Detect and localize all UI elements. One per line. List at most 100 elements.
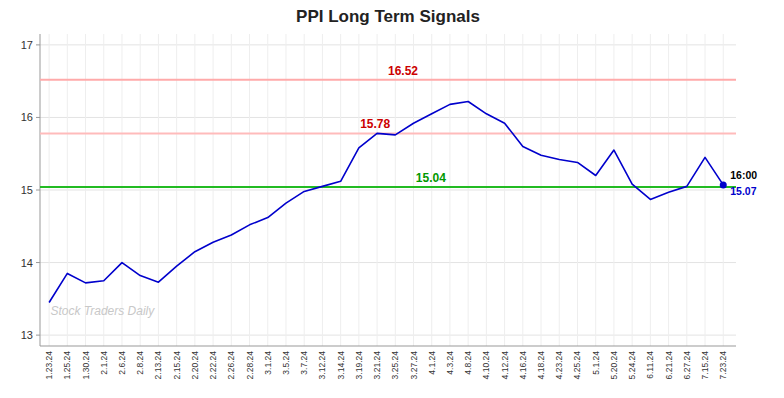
last-point — [720, 181, 727, 188]
x-tick-label: 4.12.24 — [500, 351, 510, 380]
x-tick-label: 2.13.24 — [153, 351, 163, 380]
y-tick-label: 14 — [21, 257, 33, 269]
x-tick-label: 3.21.24 — [372, 351, 382, 380]
grid-line-x — [67, 34, 68, 346]
grid-line-x — [158, 34, 159, 346]
grid-line-x — [468, 34, 469, 346]
x-tick-label: 4.16.24 — [518, 351, 528, 380]
grid-line-x — [140, 34, 141, 346]
grid-line-x — [358, 34, 359, 346]
signal-line — [40, 186, 736, 188]
x-tick-label: 4.1.24 — [427, 351, 437, 375]
grid-line-x — [522, 34, 523, 346]
y-tick-label: 16 — [21, 111, 33, 123]
x-tick-label: 3.25.24 — [390, 351, 400, 380]
chart: 13141516171.23.241.25.241.30.242.1.242.6… — [0, 0, 784, 398]
x-tick-label: 5.1.24 — [591, 351, 601, 375]
grid-line-x — [304, 34, 305, 346]
grid-line-x — [340, 34, 341, 346]
grid-line-y — [40, 262, 736, 263]
grid-line-x — [194, 34, 195, 346]
x-tick-label: 2.28.24 — [245, 351, 255, 380]
y-tick — [36, 335, 40, 336]
watermark: Stock Traders Daily — [50, 304, 155, 318]
x-tick-label: 7.23.24 — [718, 351, 728, 380]
grid-line-x — [431, 34, 432, 346]
x-tick-label: 2.1.24 — [99, 351, 109, 375]
x-tick-label: 6.11.24 — [645, 351, 655, 379]
x-tick-label: 2.8.24 — [135, 351, 145, 375]
grid-line-x — [231, 34, 232, 346]
grid-line-x — [249, 34, 250, 346]
grid-line-x — [395, 34, 396, 346]
x-tick-label: 1.30.24 — [81, 351, 91, 380]
x-tick-label: 7.15.24 — [700, 351, 710, 380]
grid-line-x — [705, 34, 706, 346]
price-line — [49, 101, 723, 302]
y-tick — [36, 117, 40, 118]
plot-area — [40, 80, 736, 303]
x-tick-label: 2.6.24 — [117, 351, 127, 375]
x-tick-label: 1.23.24 — [44, 351, 54, 380]
x-tick-label: 3.5.24 — [281, 351, 291, 375]
grid-line-x — [285, 34, 286, 346]
x-tick-label: 4.8.24 — [463, 351, 473, 375]
x-tick-label: 3.14.24 — [336, 351, 346, 380]
grid-line-x — [213, 34, 214, 346]
grid-line-x — [686, 34, 687, 346]
grid-line-x — [613, 34, 614, 346]
x-tick-label: 5.24.24 — [627, 351, 637, 380]
grid-line-x — [577, 34, 578, 346]
x-tick-label: 6.21.24 — [664, 351, 674, 380]
grid-line-x — [723, 34, 724, 346]
last-value-label: 15.07 — [730, 185, 756, 197]
x-axis — [40, 346, 736, 347]
title: PPI Long Term Signals — [296, 7, 480, 26]
signal-label: 15.78 — [360, 117, 390, 131]
grid-line-x — [486, 34, 487, 346]
grid-line-x — [176, 34, 177, 346]
x-tick-label: 3.7.24 — [299, 351, 309, 375]
x-tick-label: 5.20.24 — [609, 351, 619, 380]
x-tick-label: 6.27.24 — [682, 351, 692, 380]
x-tick-label: 3.1.24 — [263, 351, 273, 375]
x-tick-label: 1.25.24 — [62, 351, 72, 380]
y-tick — [36, 44, 40, 45]
y-tick-label: 15 — [21, 184, 33, 196]
x-tick-label: 4.25.24 — [572, 351, 582, 380]
x-tick-label: 2.26.24 — [226, 351, 236, 380]
grid-line-y — [40, 335, 736, 336]
grid-line-x — [121, 34, 122, 346]
grid-line-x — [267, 34, 268, 346]
grid-line-x — [541, 34, 542, 346]
x-tick-label: 4.18.24 — [536, 351, 546, 380]
y-tick — [36, 190, 40, 191]
grid-line-x — [377, 34, 378, 346]
signal-line — [40, 79, 736, 81]
grid-line-x — [322, 34, 323, 346]
grid-line-x — [668, 34, 669, 346]
grid-line-x — [49, 34, 50, 346]
grid-line-x — [103, 34, 104, 346]
grid-line-x — [559, 34, 560, 346]
x-tick-label: 3.27.24 — [409, 351, 419, 380]
grid-line-x — [449, 34, 450, 346]
x-tick-label: 2.22.24 — [208, 351, 218, 380]
grid-line-y — [40, 190, 736, 191]
grid-line-x — [504, 34, 505, 346]
grid-line-x — [595, 34, 596, 346]
signal-label: 15.04 — [416, 171, 446, 185]
signal-label: 16.52 — [388, 64, 418, 78]
x-tick-label: 3.19.24 — [354, 351, 364, 380]
x-tick-label: 3.12.24 — [317, 351, 327, 380]
grid-line-x — [650, 34, 651, 346]
grid-line-x — [85, 34, 86, 346]
grid-line-y — [40, 44, 736, 45]
last-time-label: 16:00 — [730, 169, 757, 181]
x-tick-label: 4.23.24 — [554, 351, 564, 380]
x-tick-label: 2.15.24 — [172, 351, 182, 380]
y-tick — [36, 262, 40, 263]
grid-line-x — [413, 34, 414, 346]
x-tick-label: 2.20.24 — [190, 351, 200, 380]
y-tick-label: 13 — [21, 329, 33, 341]
